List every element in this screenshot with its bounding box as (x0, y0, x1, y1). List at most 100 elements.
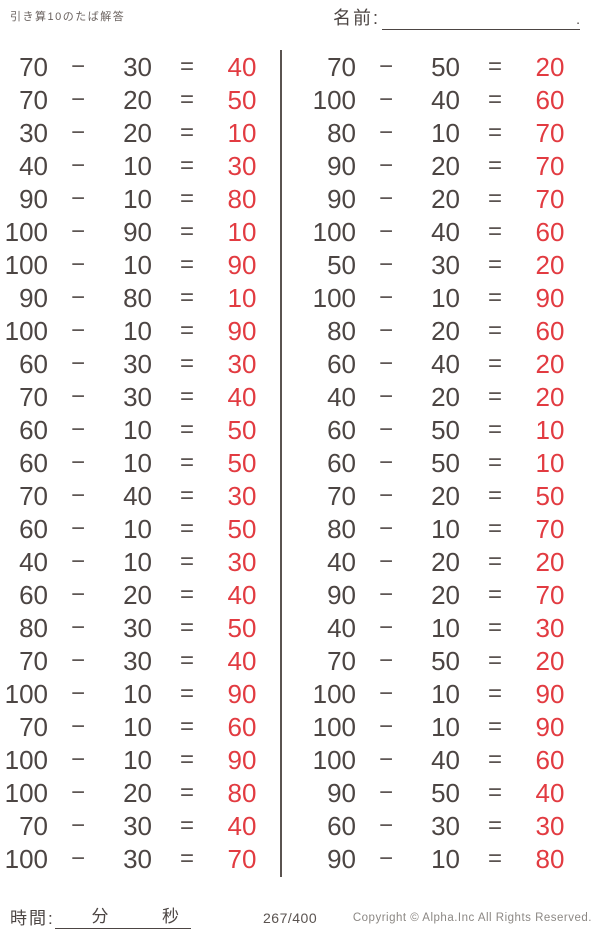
problem-row: 40− 10 = 30 (0, 545, 262, 578)
problem-row: 90− 50 = 40 (308, 776, 570, 809)
subtrahend: 20 (123, 579, 152, 610)
equals-sign: = (487, 217, 502, 245)
problem-row: 80− 30 = 50 (0, 611, 262, 644)
subtrahend: 10 (431, 612, 460, 643)
minus-sign: − (70, 778, 85, 806)
problem-row: 100− 40 = 60 (308, 83, 570, 116)
equals-sign: = (179, 349, 194, 377)
minus-sign: − (378, 283, 393, 311)
equals-sign: = (179, 217, 194, 245)
problem-row: 100− 40 = 60 (308, 743, 570, 776)
minus-sign: − (70, 514, 85, 542)
problem-row: 40− 10 = 30 (0, 149, 262, 182)
answer: 80 (227, 183, 257, 214)
equals-sign: = (487, 184, 502, 212)
problem-row: 90− 10 = 80 (0, 182, 262, 215)
answer: 70 (535, 117, 565, 148)
subtrahend: 40 (431, 84, 460, 115)
problem-row: 70− 30 = 40 (0, 50, 262, 83)
answer: 80 (535, 843, 565, 874)
subtrahend: 40 (431, 744, 460, 775)
answer: 40 (227, 51, 257, 82)
minuend: 70 (327, 645, 356, 676)
minus-sign: − (378, 481, 393, 509)
problem-row: 80− 10 = 70 (308, 512, 570, 545)
answer: 20 (535, 51, 565, 82)
answer: 50 (227, 414, 257, 445)
minuend: 60 (327, 810, 356, 841)
equals-sign: = (487, 679, 502, 707)
equals-sign: = (487, 844, 502, 872)
minuend: 70 (19, 645, 48, 676)
minus-sign: − (70, 316, 85, 344)
answer: 40 (535, 777, 565, 808)
minuend: 100 (312, 216, 356, 247)
problem-row: 50− 30 = 20 (308, 248, 570, 281)
problem-row: 60− 10 = 50 (0, 413, 262, 446)
equals-sign: = (179, 547, 194, 575)
minus-sign: − (378, 52, 393, 80)
time-field: 時間: 分 秒 (10, 902, 191, 929)
problem-row: 100− 10 = 90 (0, 677, 262, 710)
equals-sign: = (487, 382, 502, 410)
minus-sign: − (70, 811, 85, 839)
minuend: 60 (19, 579, 48, 610)
minuend: 100 (4, 843, 48, 874)
answer: 40 (227, 810, 257, 841)
minuend: 90 (19, 183, 48, 214)
minus-sign: − (70, 745, 85, 773)
minuend: 60 (19, 513, 48, 544)
problem-row: 40− 20 = 20 (308, 380, 570, 413)
minuend: 90 (19, 282, 48, 313)
answer: 90 (227, 678, 257, 709)
problem-row: 70− 30 = 40 (0, 380, 262, 413)
answer: 60 (227, 711, 257, 742)
subtrahend: 10 (123, 414, 152, 445)
answer: 60 (535, 744, 565, 775)
subtrahend: 30 (123, 51, 152, 82)
problem-row: 70− 50 = 20 (308, 50, 570, 83)
minus-sign: − (378, 151, 393, 179)
name-label: 名前: (333, 8, 381, 28)
minus-sign: − (378, 349, 393, 377)
answer: 90 (535, 711, 565, 742)
minus-sign: − (70, 283, 85, 311)
subtrahend: 20 (431, 315, 460, 346)
minus-sign: − (378, 778, 393, 806)
subtrahend: 50 (431, 447, 460, 478)
minuend: 90 (327, 843, 356, 874)
problem-row: 70− 20 = 50 (0, 83, 262, 116)
answer: 10 (535, 447, 565, 478)
answer: 30 (535, 612, 565, 643)
equals-sign: = (487, 745, 502, 773)
minuend: 80 (19, 612, 48, 643)
minus-sign: − (378, 250, 393, 278)
minuend: 70 (19, 810, 48, 841)
problem-row: 100− 10 = 90 (308, 677, 570, 710)
equals-sign: = (179, 646, 194, 674)
minus-sign: − (70, 85, 85, 113)
minus-sign: − (378, 184, 393, 212)
answer: 70 (535, 183, 565, 214)
problem-row: 90− 20 = 70 (308, 149, 570, 182)
minuend: 100 (4, 249, 48, 280)
subtrahend: 10 (123, 249, 152, 280)
subtrahend: 30 (123, 810, 152, 841)
answer: 20 (535, 348, 565, 379)
problem-row: 90− 10 = 80 (308, 842, 570, 875)
equals-sign: = (487, 613, 502, 641)
subtrahend: 10 (123, 183, 152, 214)
answer: 50 (227, 513, 257, 544)
minuend: 70 (327, 480, 356, 511)
minus-sign: − (378, 415, 393, 443)
answer: 90 (227, 315, 257, 346)
problem-row: 80− 10 = 70 (308, 116, 570, 149)
page-number: 267/400 (263, 910, 318, 926)
minus-sign: − (70, 349, 85, 377)
equals-sign: = (179, 745, 194, 773)
answer: 20 (535, 546, 565, 577)
answer: 30 (227, 348, 257, 379)
answer: 60 (535, 315, 565, 346)
problems-area: 70−30 = 40 70−20 = 50 30−20 = 10 40−10 = 30 90−10 = 80… (0, 50, 570, 877)
